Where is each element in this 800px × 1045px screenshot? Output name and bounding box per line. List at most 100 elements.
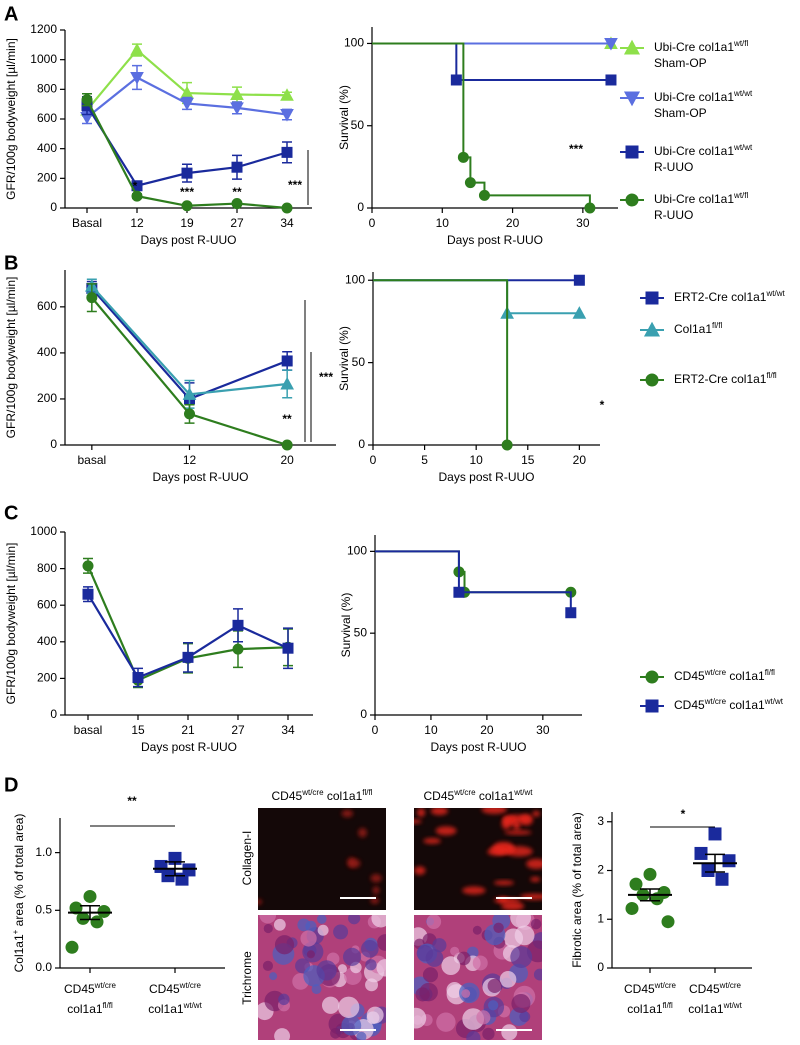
x-tick-label-part: col1a1 [627, 1002, 663, 1016]
series-line [91, 285, 288, 396]
stain [348, 858, 361, 868]
marker [82, 588, 94, 600]
legend-label-part: col1a1 [726, 669, 765, 683]
tissue [461, 989, 471, 998]
marker [605, 74, 617, 86]
x-tick-label: col1a1fl/fl [627, 1001, 673, 1017]
significance: ** [282, 412, 292, 426]
y-tick-label: 100 [345, 272, 365, 286]
x-tick-label: 5 [421, 453, 428, 467]
x-tick-label-part: CD45 [149, 982, 180, 996]
x-tick-label: 0 [372, 723, 379, 737]
marker [232, 619, 244, 631]
tissue [274, 935, 295, 955]
collagen-image [258, 808, 386, 910]
tissue [361, 940, 379, 958]
tissue [530, 918, 542, 930]
significance: ** [127, 794, 137, 808]
legend-label-part: wt/wt [733, 89, 753, 98]
legend-label: CD45wt/cre col1a1wt/wt [674, 697, 784, 713]
marker [661, 915, 675, 929]
stain [502, 814, 532, 823]
marker [701, 864, 715, 877]
tissue [422, 967, 439, 983]
y-tick-label: 100 [344, 36, 364, 50]
marker [86, 292, 98, 304]
x-tick-label: Basal [72, 216, 102, 230]
marker [231, 161, 243, 173]
legend-label-part: fl/fl [765, 668, 775, 677]
tissue [377, 934, 386, 951]
y-tick-label: 400 [37, 634, 57, 648]
image-column-label-part: col1a1 [324, 789, 363, 803]
image-column-label-part: CD45 [272, 789, 303, 803]
marker [130, 71, 144, 85]
legend-label: Ubi-Cre col1a1wt/fl [654, 191, 748, 207]
legend-label: R-UUO [654, 160, 693, 174]
marker [625, 193, 639, 207]
significance: * [133, 179, 138, 193]
stain [481, 808, 507, 814]
x-tick-label-part: wt/wt [723, 1001, 743, 1010]
y-axis-label: Fibrotic area (% of total area) [570, 812, 584, 967]
tissue [365, 959, 377, 971]
marker [604, 37, 618, 51]
sem-bar [80, 904, 100, 921]
x-tick-label: 30 [536, 723, 550, 737]
image-row-label: Trichrome [240, 951, 254, 1005]
y-axis-label: Col1a1+ area (% of total area) [11, 814, 27, 973]
x-tick-label: 15 [131, 723, 145, 737]
image-column-label-part: fl/fl [362, 788, 372, 797]
legend-label: ERT2-Cre col1a1wt/wt [674, 289, 785, 305]
y-tick-label: 1.0 [35, 845, 52, 859]
image-row-label: Collagen-I [240, 831, 254, 886]
survival-step [373, 279, 509, 314]
marker [97, 904, 111, 918]
tissue [488, 1000, 499, 1011]
stain [372, 886, 380, 895]
marker [645, 373, 659, 387]
tissue [493, 922, 504, 933]
legend-label-part: ERT2-Cre col1a1 [674, 290, 767, 304]
survival-step [375, 550, 460, 572]
y-tick-label: 50 [351, 118, 365, 132]
significance: *** [288, 178, 302, 192]
tissue [306, 950, 315, 959]
x-tick-label: basal [74, 723, 103, 737]
x-axis-label: Days post R-UUO [141, 740, 237, 754]
tissue [330, 1027, 341, 1039]
tissue [262, 960, 274, 971]
y-tick-label: 0 [597, 960, 604, 974]
marker [82, 560, 94, 572]
tissue [450, 946, 460, 956]
x-tick-label-part: wt/wt [183, 1001, 203, 1010]
tissue [510, 946, 533, 969]
stain [501, 901, 525, 910]
x-tick-label: 30 [576, 216, 590, 230]
tissue [365, 978, 378, 992]
panel-letter: C [4, 502, 18, 524]
stain [504, 830, 532, 835]
legend-label-part: col1a1 [726, 698, 765, 712]
x-tick-label: 12 [183, 453, 197, 467]
marker [645, 699, 659, 713]
x-tick-label: 20 [573, 453, 587, 467]
stain [530, 876, 541, 882]
marker [76, 911, 90, 925]
tissue [487, 978, 502, 994]
tissue [300, 930, 317, 947]
tissue [341, 1015, 362, 1036]
significance: *** [569, 142, 583, 156]
legend-label: Ubi-Cre col1a1wt/wt [654, 89, 753, 105]
y-tick-label: 600 [37, 299, 57, 313]
marker [457, 151, 469, 163]
image-column-label-part: col1a1 [476, 789, 515, 803]
marker [645, 291, 659, 305]
y-tick-label: 1000 [30, 524, 57, 538]
marker [281, 202, 293, 214]
tissue [519, 1011, 531, 1023]
tissue [371, 915, 386, 928]
marker [643, 321, 661, 337]
x-tick-label: 34 [281, 723, 295, 737]
trichrome-image [414, 915, 542, 1040]
